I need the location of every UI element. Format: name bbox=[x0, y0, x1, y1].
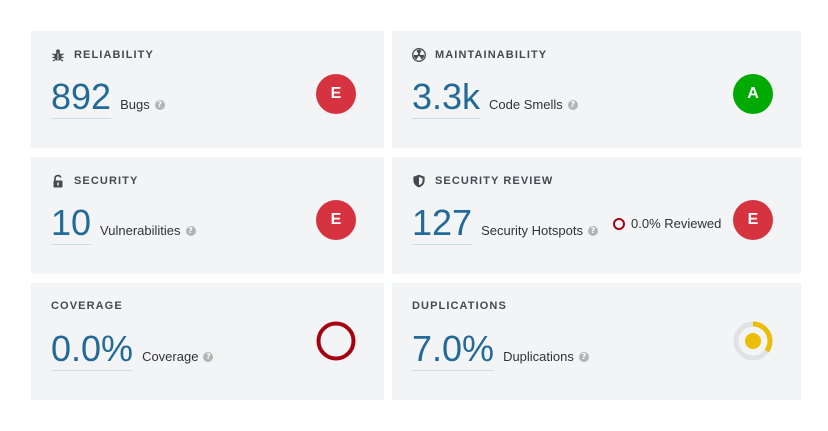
reliability-title-text: RELIABILITY bbox=[74, 49, 154, 61]
security-review-title: SECURITY REVIEW bbox=[412, 174, 553, 188]
vulnerabilities-count-link[interactable]: 10 bbox=[51, 202, 92, 245]
security-review-title-text: SECURITY REVIEW bbox=[435, 175, 554, 187]
reviewed-ring-icon bbox=[613, 217, 625, 230]
security-hotspots-label-text: Security Hotspots bbox=[481, 223, 583, 238]
maintainability-rating-badge[interactable]: A bbox=[733, 74, 773, 114]
vulnerabilities-label: Vulnerabilities ? bbox=[100, 223, 196, 238]
duplications-label: Duplications ? bbox=[503, 349, 589, 364]
code-smells-label-text: Code Smells bbox=[489, 97, 563, 112]
duplications-gauge-arc bbox=[733, 321, 773, 361]
duplications-label-text: Duplications bbox=[503, 349, 574, 364]
coverage-title-text: COVERAGE bbox=[51, 300, 123, 312]
maintainability-title-text: MAINTAINABILITY bbox=[435, 49, 548, 61]
hotspots-reviewed: 0.0% Reviewed bbox=[613, 216, 721, 231]
duplications-value-link[interactable]: 7.0% bbox=[412, 328, 495, 371]
duplications-gauge-center bbox=[745, 333, 761, 349]
lock-open-icon bbox=[51, 174, 65, 188]
duplications-gauge-icon[interactable] bbox=[732, 320, 774, 362]
coverage-card: COVERAGE 0.0% Coverage ? bbox=[31, 283, 384, 400]
vulnerabilities-label-text: Vulnerabilities bbox=[100, 223, 181, 238]
code-smells-label: Code Smells ? bbox=[489, 97, 578, 112]
security-card: SECURITY 10 Vulnerabilities ? E bbox=[31, 157, 384, 274]
reliability-metric: 892 Bugs ? bbox=[51, 77, 165, 119]
reliability-title: RELIABILITY bbox=[51, 48, 154, 62]
security-title: SECURITY bbox=[51, 174, 138, 188]
duplications-metric: 7.0% Duplications ? bbox=[412, 329, 589, 371]
bugs-count-link[interactable]: 892 bbox=[51, 76, 112, 119]
coverage-metric: 0.0% Coverage ? bbox=[51, 328, 214, 371]
maintainability-metric: 3.3k Code Smells ? bbox=[412, 77, 578, 119]
shield-icon bbox=[412, 174, 426, 188]
security-review-card: SECURITY REVIEW 127 Security Hotspots ? … bbox=[392, 157, 801, 274]
security-hotspots-label: Security Hotspots ? bbox=[481, 223, 598, 238]
coverage-donut-track bbox=[316, 321, 356, 361]
coverage-donut-chart[interactable] bbox=[315, 320, 357, 362]
coverage-value-link[interactable]: 0.0% bbox=[51, 328, 134, 371]
help-icon[interactable]: ? bbox=[154, 99, 165, 110]
security-rating-badge[interactable]: E bbox=[316, 200, 356, 240]
help-icon[interactable]: ? bbox=[578, 351, 589, 362]
coverage-title: COVERAGE bbox=[51, 300, 123, 312]
security-hotspots-count-link[interactable]: 127 bbox=[412, 202, 473, 245]
duplications-card: DUPLICATIONS 7.0% Duplications ? bbox=[392, 283, 801, 400]
security-review-rating-badge[interactable]: E bbox=[733, 200, 773, 240]
help-icon[interactable]: ? bbox=[587, 225, 598, 236]
help-icon[interactable]: ? bbox=[203, 351, 214, 362]
help-icon[interactable]: ? bbox=[185, 225, 196, 236]
security-metric: 10 Vulnerabilities ? bbox=[51, 203, 196, 245]
coverage-label-text: Coverage bbox=[142, 349, 199, 364]
code-smells-count-link[interactable]: 3.3k bbox=[412, 76, 481, 119]
radiation-icon bbox=[412, 48, 426, 62]
coverage-label: Coverage ? bbox=[142, 349, 214, 364]
bugs-label-text: Bugs bbox=[120, 97, 150, 112]
bugs-label: Bugs ? bbox=[120, 97, 165, 112]
hotspots-reviewed-link[interactable]: 0.0% Reviewed bbox=[631, 216, 722, 231]
duplications-title: DUPLICATIONS bbox=[412, 300, 507, 312]
reliability-card: RELIABILITY 892 Bugs ? E bbox=[31, 31, 384, 148]
security-review-metric: 127 Security Hotspots ? bbox=[412, 203, 598, 245]
maintainability-title: MAINTAINABILITY bbox=[412, 48, 547, 62]
bug-icon bbox=[51, 48, 65, 62]
help-icon[interactable]: ? bbox=[567, 99, 578, 110]
security-title-text: SECURITY bbox=[74, 175, 139, 187]
maintainability-card: MAINTAINABILITY 3.3k Code Smells ? A bbox=[392, 31, 801, 148]
duplications-title-text: DUPLICATIONS bbox=[412, 300, 507, 312]
reliability-rating-badge[interactable]: E bbox=[316, 74, 356, 114]
